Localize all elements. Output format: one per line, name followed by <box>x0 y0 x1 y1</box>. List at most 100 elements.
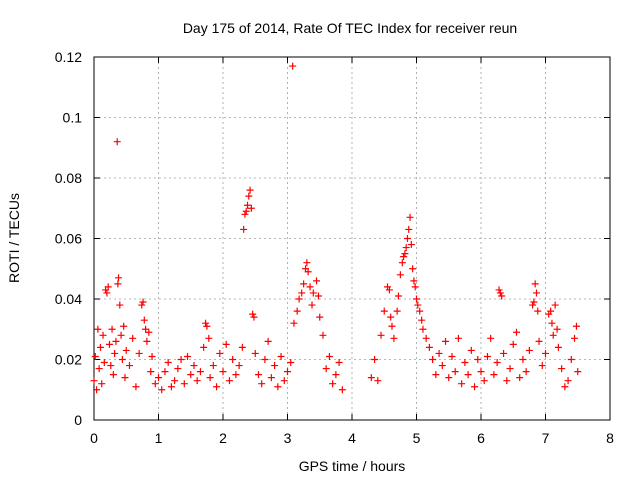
data-point <box>418 316 426 324</box>
data-point <box>147 368 155 376</box>
data-point <box>503 377 511 385</box>
data-point <box>135 349 143 357</box>
data-point <box>246 186 254 194</box>
data-point <box>190 362 198 370</box>
data-point <box>380 307 388 315</box>
data-point <box>448 352 456 360</box>
data-point <box>480 377 488 385</box>
data-point <box>519 356 527 363</box>
data-point <box>306 283 314 291</box>
data-point <box>483 352 491 360</box>
data-point <box>571 334 579 342</box>
data-point <box>332 371 340 379</box>
data-point <box>245 192 253 200</box>
data-point <box>374 377 382 385</box>
data-point <box>240 225 248 233</box>
data-point <box>574 368 582 376</box>
data-point <box>471 383 479 391</box>
data-point <box>500 349 508 357</box>
data-point <box>116 301 124 309</box>
data-point <box>121 374 129 382</box>
data-point <box>229 356 237 363</box>
data-point <box>277 352 285 360</box>
data-point <box>111 349 119 357</box>
data-point <box>371 356 379 363</box>
data-point <box>300 280 308 288</box>
data-point <box>495 286 503 294</box>
data-point <box>171 377 179 385</box>
data-point <box>498 292 506 300</box>
data-point <box>274 383 282 391</box>
data-point <box>287 359 295 367</box>
data-point <box>289 62 297 70</box>
data-point <box>113 138 121 146</box>
data-point <box>313 277 321 285</box>
data-point <box>167 383 175 391</box>
data-point <box>542 349 549 357</box>
data-point <box>445 374 453 382</box>
x-tick-label: 4 <box>348 430 356 446</box>
data-point <box>561 383 569 391</box>
chart-title: Day 175 of 2014, Rate Of TEC Index for r… <box>183 20 517 36</box>
data-point <box>96 343 104 351</box>
data-point <box>319 331 327 339</box>
data-point <box>419 325 427 333</box>
data-point <box>402 244 410 252</box>
x-tick-label: 5 <box>413 430 421 446</box>
data-point <box>293 307 301 315</box>
data-point <box>438 362 446 370</box>
data-point <box>325 352 333 360</box>
data-point <box>122 346 130 354</box>
y-tick-label: 0.1 <box>63 110 83 126</box>
data-point <box>394 292 402 300</box>
data-point <box>411 283 419 291</box>
data-point <box>338 386 346 394</box>
data-point <box>506 365 514 373</box>
data-point <box>112 337 120 345</box>
data-point <box>103 289 111 297</box>
y-tick-label: 0.02 <box>55 352 82 368</box>
data-point <box>120 322 128 330</box>
data-point <box>107 362 115 370</box>
x-tick-label: 8 <box>606 430 614 446</box>
data-point <box>295 295 303 303</box>
data-point <box>242 207 250 215</box>
data-point <box>385 286 393 294</box>
x-tick-label: 2 <box>219 430 227 446</box>
data-point <box>387 313 395 321</box>
data-point <box>410 277 418 285</box>
data-point <box>396 271 404 279</box>
data-point <box>538 362 546 370</box>
data-point <box>290 319 298 327</box>
data-point <box>322 365 330 373</box>
data-point <box>209 362 217 370</box>
data-point <box>304 268 312 276</box>
data-point <box>316 313 324 321</box>
data-point <box>117 331 125 339</box>
x-tick-labels: 0 1 2 3 4 5 6 7 8 <box>90 430 614 446</box>
axis-ticks <box>93 56 611 421</box>
data-point <box>251 349 259 357</box>
data-point <box>367 374 375 382</box>
data-point <box>139 298 147 306</box>
data-point <box>222 340 230 348</box>
data-point <box>158 386 166 394</box>
y-tick-label: 0.04 <box>55 291 82 307</box>
data-point <box>454 334 462 342</box>
data-point <box>558 365 566 373</box>
data-point <box>206 374 214 382</box>
data-point <box>164 359 172 367</box>
data-point <box>267 374 275 382</box>
data-point <box>487 334 495 342</box>
data-point <box>432 371 440 379</box>
x-tick-label: 3 <box>284 430 292 446</box>
data-point <box>512 328 520 336</box>
data-point <box>105 340 113 348</box>
data-point <box>203 322 211 330</box>
data-point <box>405 225 413 233</box>
data-point <box>115 274 123 282</box>
data-point <box>388 322 396 330</box>
data-point <box>314 292 322 300</box>
data-point <box>554 343 562 351</box>
data-point <box>529 301 537 309</box>
